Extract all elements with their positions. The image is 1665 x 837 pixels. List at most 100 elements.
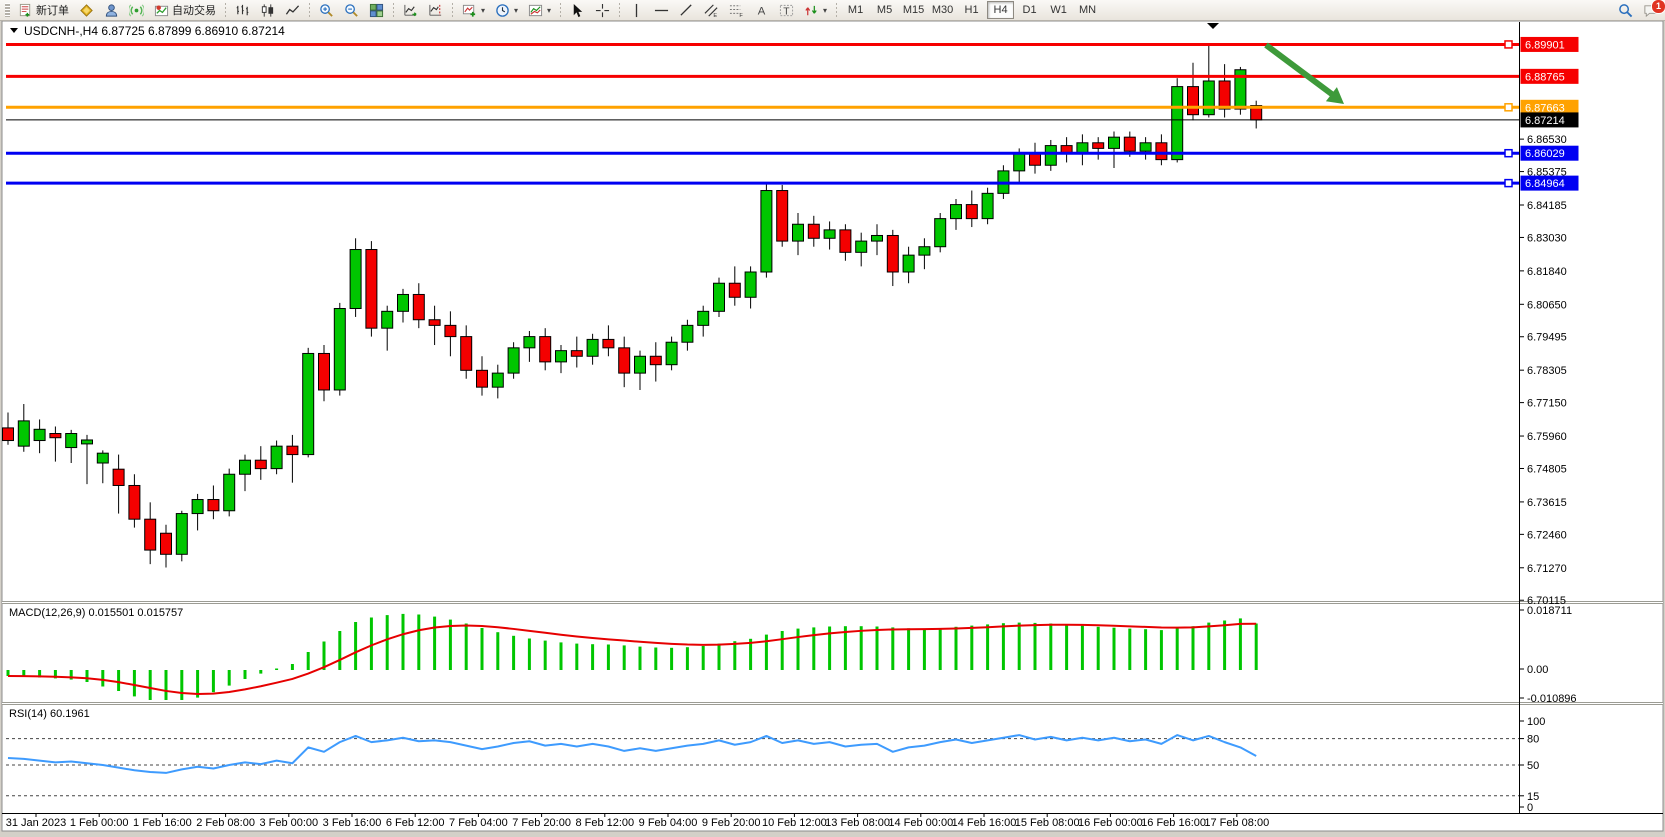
toolbar-separator: [309, 2, 310, 18]
macd-bar: [290, 664, 294, 670]
rsi-axis-label: 100: [1527, 716, 1545, 728]
auto-scroll-button[interactable]: [399, 1, 422, 19]
price-tick-label: 6.77150: [1527, 398, 1567, 410]
svg-text:F: F: [739, 13, 743, 18]
zoom-in-button[interactable]: [315, 1, 338, 19]
svg-text:A: A: [758, 5, 766, 17]
price-label-box: [1520, 112, 1579, 128]
candle: [144, 518, 157, 551]
new-order-button[interactable]: 新订单: [14, 1, 73, 19]
gold-ingot-icon: [80, 3, 93, 17]
macd-bar: [433, 616, 437, 670]
candle: [254, 459, 267, 470]
macd-axis-label: 0.00: [1527, 664, 1548, 676]
candle: [792, 223, 804, 242]
candle: [649, 355, 662, 366]
macd-bar: [1033, 622, 1037, 670]
periods-button[interactable]: ▾: [491, 1, 522, 19]
horizontal-line-tool-button[interactable]: [650, 1, 673, 19]
trendline-tool-button[interactable]: [675, 1, 698, 19]
macd-bar: [986, 624, 990, 670]
timeframe-button-h4[interactable]: H4: [987, 1, 1015, 19]
symbol-dropdown-triangle-icon[interactable]: [10, 28, 18, 33]
price-tick-label: 6.83030: [1527, 232, 1567, 244]
timeframe-button-m30[interactable]: M30: [929, 1, 956, 19]
trend-arrow[interactable]: [1264, 42, 1335, 98]
equidistant-channel-tool-button[interactable]: E: [700, 1, 723, 19]
candle: [1029, 153, 1041, 166]
candle: [476, 369, 488, 388]
timeframe-button-m15[interactable]: M15: [900, 1, 927, 19]
person-icon: [105, 3, 118, 17]
auto-trading-button[interactable]: 自动交易: [150, 1, 220, 19]
notifications-button[interactable]: 1: [1639, 0, 1665, 19]
time-tick-label: 7 Feb 04:00: [449, 817, 508, 829]
macd-bar: [448, 619, 452, 670]
timeframe-button-w1[interactable]: W1: [1045, 1, 1072, 19]
timeframe-button-h1[interactable]: H1: [958, 1, 985, 19]
cursor-button[interactable]: [566, 1, 589, 19]
hline-endpoint-marker[interactable]: [1504, 103, 1513, 112]
svg-text:T: T: [783, 6, 790, 17]
candle: [381, 310, 394, 329]
chart-top-marker-triangle[interactable]: [1207, 23, 1219, 29]
template-icon: [528, 4, 543, 16]
hline-endpoint-marker[interactable]: [1504, 40, 1513, 49]
candle: [17, 420, 30, 447]
trend-arrow-head[interactable]: [1325, 87, 1344, 104]
macd-bar: [85, 670, 89, 682]
indicators-button[interactable]: ▾: [458, 1, 489, 19]
market-watch-button[interactable]: [75, 1, 98, 19]
candle: [286, 445, 299, 456]
time-tick-label: 2 Feb 08:00: [196, 817, 255, 829]
rsi-axis-label: 15: [1527, 791, 1539, 803]
candlestick-chart-button[interactable]: [256, 1, 279, 19]
macd-bar: [1080, 625, 1084, 670]
bar-chart-button[interactable]: [231, 1, 254, 19]
candle: [950, 204, 962, 220]
tile-windows-button[interactable]: [365, 1, 388, 19]
notification-badge: 1: [1651, 0, 1665, 14]
timeframe-button-m5[interactable]: M5: [871, 1, 898, 19]
timeframe-button-mn[interactable]: MN: [1074, 1, 1101, 19]
candle: [634, 355, 646, 374]
candle: [681, 324, 694, 343]
candle: [570, 350, 583, 357]
line-chart-button[interactable]: [281, 1, 304, 19]
candle: [239, 459, 251, 475]
candle: [807, 223, 820, 239]
macd-bar: [938, 628, 942, 670]
signals-button[interactable]: [125, 1, 148, 19]
search-button[interactable]: [1614, 1, 1637, 19]
price-tick-label: 6.86530: [1527, 134, 1567, 146]
price-tick-label: 6.73615: [1527, 497, 1567, 509]
crosshair-icon: [595, 3, 610, 17]
timeframe-button-m1[interactable]: M1: [842, 1, 869, 19]
macd-bar: [575, 643, 579, 670]
hline-endpoint-marker[interactable]: [1504, 148, 1513, 158]
arrows-tool-button[interactable]: ▾: [800, 1, 831, 19]
chart-shift-button[interactable]: [424, 1, 447, 19]
accounts-button[interactable]: [100, 1, 123, 19]
vertical-line-tool-button[interactable]: [625, 1, 648, 19]
macd-bar: [1238, 618, 1242, 670]
timeframe-button-d1[interactable]: D1: [1016, 1, 1043, 19]
price-label-6.87214: 6.87214: [1525, 115, 1565, 127]
rsi-label: RSI(14) 60.1961: [9, 708, 90, 720]
text-tool-button[interactable]: A: [750, 1, 773, 19]
text-label-tool-button[interactable]: T: [775, 1, 798, 19]
vertical-line-icon: [635, 3, 638, 17]
candle: [776, 190, 789, 242]
zoom-out-button[interactable]: [340, 1, 363, 19]
candle: [744, 271, 757, 298]
toolbar-separator: [393, 2, 394, 18]
tile-windows-icon: [369, 3, 384, 17]
price-tick-label: 6.80650: [1527, 299, 1567, 311]
fibonacci-tool-button[interactable]: F: [725, 1, 748, 19]
templates-button[interactable]: ▾: [524, 1, 555, 19]
hline-endpoint-marker[interactable]: [1504, 178, 1513, 188]
macd-bar: [717, 643, 721, 670]
macd-bar: [464, 623, 468, 670]
crosshair-button[interactable]: [591, 1, 614, 19]
